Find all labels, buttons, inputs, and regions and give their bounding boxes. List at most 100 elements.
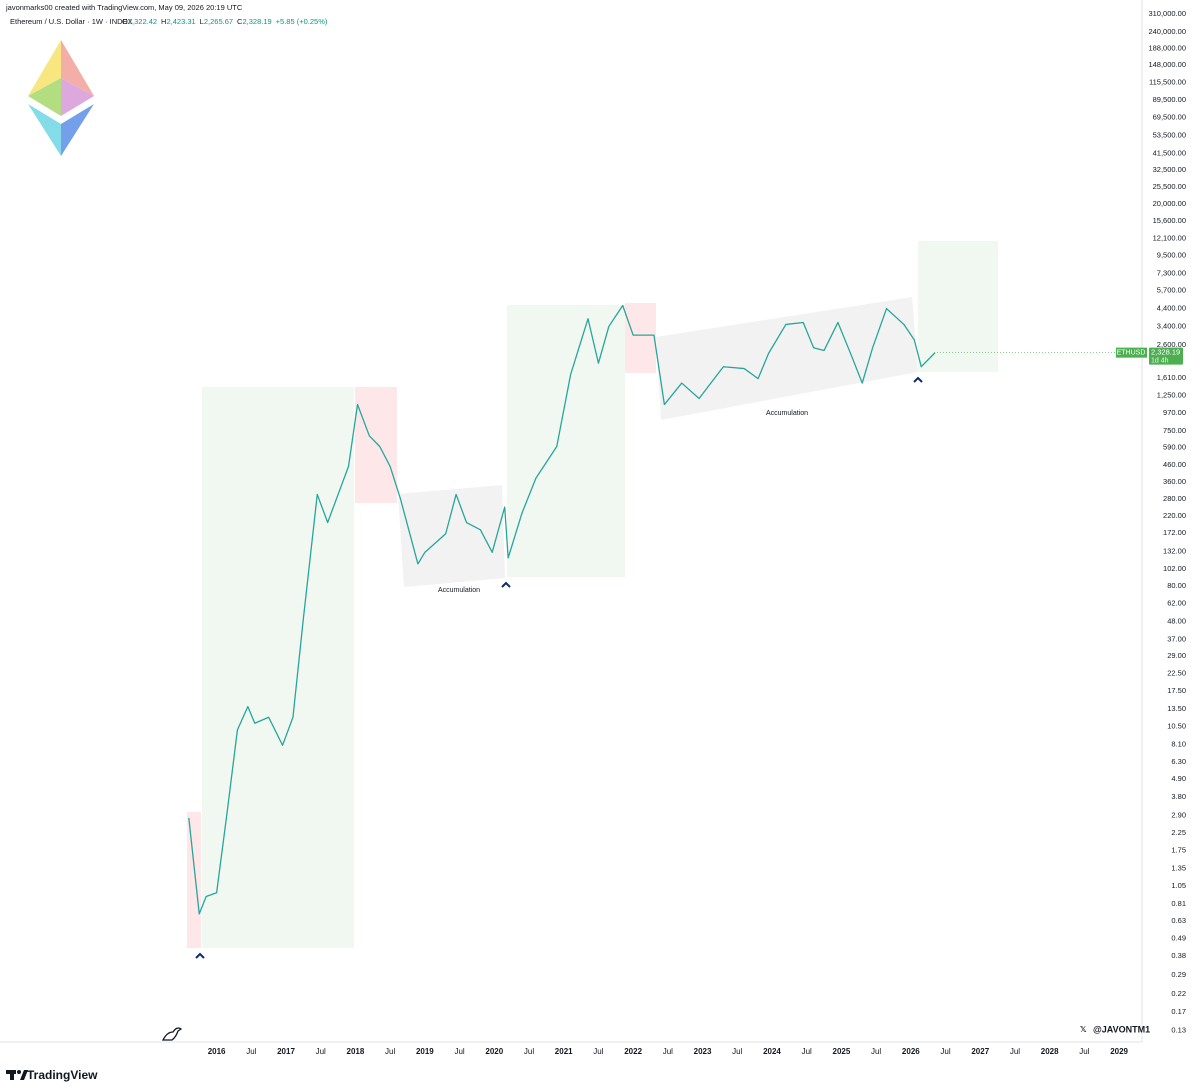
y-tick-label: 37.00 [1167, 634, 1186, 643]
y-tick-label: 17.50 [1167, 686, 1186, 695]
accumulation-zone [398, 485, 505, 587]
credit: javonmarks00 created with TradingView.co… [5, 3, 243, 12]
x-tick-label: Jul [663, 1047, 673, 1056]
red-zone [355, 387, 397, 503]
x-tick-label: 2024 [763, 1047, 781, 1056]
symbol-box [1116, 347, 1147, 358]
y-tick-label: 2,600.00 [1157, 340, 1186, 349]
y-tick-label: 13.50 [1167, 704, 1186, 713]
y-tick-label: 3.80 [1171, 792, 1186, 801]
y-tick-label: 590.00 [1163, 443, 1186, 452]
y-tick-label: 1.05 [1171, 881, 1186, 890]
y-tick-label: 1.75 [1171, 845, 1186, 854]
y-tick-label: 750.00 [1163, 426, 1186, 435]
y-tick-label: 148,000.00 [1148, 60, 1186, 69]
y-tick-label: 3,400.00 [1157, 321, 1186, 330]
y-tick-label: 0.17 [1171, 1007, 1186, 1016]
y-tick-label: 0.22 [1171, 989, 1186, 998]
watermark: @JAVONTM1 [1093, 1024, 1150, 1034]
y-tick-label: 460.00 [1163, 460, 1186, 469]
ohlc-key: L [200, 17, 204, 26]
chevron [913, 376, 923, 383]
y-tick-label: 9,500.00 [1157, 250, 1186, 259]
x-tick-label: 2022 [624, 1047, 642, 1056]
logo-part [61, 40, 94, 96]
y-tick-label: 32,500.00 [1153, 165, 1186, 174]
x-tick-label: Jul [316, 1047, 326, 1056]
brand-mark [10, 1070, 14, 1080]
ohlc-value: 2,423.31 [166, 17, 195, 26]
y-tick-label: 48.00 [1167, 616, 1186, 625]
x-tick-label: 2029 [1110, 1047, 1128, 1056]
y-tick-label: 240,000.00 [1148, 27, 1186, 36]
x-tick-label: Jul [524, 1047, 534, 1056]
x-tick-label: Jul [246, 1047, 256, 1056]
brand-mark [20, 1070, 28, 1080]
y-tick-label: 0.13 [1171, 1025, 1186, 1034]
x-tick-label: 2028 [1041, 1047, 1059, 1056]
y-tick-label: 89,500.00 [1153, 95, 1186, 104]
x-tick-label: 2018 [347, 1047, 365, 1056]
y-tick-label: 4,400.00 [1157, 304, 1186, 313]
accumulation-zone [656, 297, 918, 420]
x-tick-label: 2016 [208, 1047, 226, 1056]
x-tick-label: 2019 [416, 1047, 434, 1056]
symbol-label: ETHUSD [1117, 349, 1146, 356]
x-tick-label: 2017 [277, 1047, 295, 1056]
red-zone [625, 303, 656, 373]
x-tick-label: Jul [802, 1047, 812, 1056]
x-tick-label: Jul [940, 1047, 950, 1056]
logo-part [28, 40, 61, 96]
brand-logo [6, 1070, 28, 1080]
logo-part [61, 78, 94, 116]
y-tick-label: 360.00 [1163, 477, 1186, 486]
y-tick-label: 115,500.00 [1149, 77, 1186, 86]
ohlc-values: O2,322.42 H2,423.31 L2,265.67 C2,328.19 +5.8… [122, 17, 328, 26]
red-zone [187, 812, 201, 948]
price-line [188, 304, 936, 915]
ohlc-value: 2,265.67 [204, 17, 233, 26]
ohlc-legend: O2,322.42 H2,423.31 L2,265.67 C2,328.19 +5.8… [122, 17, 328, 26]
countdown-label: 1d 4h [1151, 357, 1169, 364]
ohlc-value: 2,322.42 [128, 17, 157, 26]
x-tick-label: Jul [454, 1047, 464, 1056]
x-tick-label: 2021 [555, 1047, 573, 1056]
y-tick-label: 0.63 [1171, 916, 1186, 925]
y-tick-label: 8.10 [1171, 739, 1186, 748]
x-tick-label: 2020 [485, 1047, 503, 1056]
ohlc-value: 2,328.19 [242, 17, 271, 26]
dino-icon [161, 1027, 183, 1041]
y-tick-label: 1.35 [1171, 863, 1186, 872]
ohlc-key: C [237, 17, 243, 26]
y-tick-label: 0.29 [1171, 970, 1186, 979]
price-label: 2,328.19 [1151, 348, 1180, 357]
y-tick-label: 172.00 [1163, 528, 1186, 537]
y-tick-label: 1,250.00 [1157, 391, 1186, 400]
y-tick-label: 53,500.00 [1153, 131, 1186, 140]
chevron [195, 952, 205, 959]
logo-part [28, 104, 61, 156]
y-tick-label: 69,500.00 [1153, 113, 1186, 122]
x-tick-label: 2026 [902, 1047, 920, 1056]
y-tick-label: 22.50 [1167, 669, 1186, 678]
x-tick-label: 2023 [694, 1047, 712, 1056]
y-tick-label: 10.50 [1167, 721, 1186, 730]
ohlc-key: H [161, 17, 166, 26]
y-tick-label: 80.00 [1167, 581, 1186, 590]
price-box [1149, 347, 1183, 365]
ohlc-change: +5.85 (+0.25%) [276, 17, 328, 26]
y-tick-label: 2.25 [1171, 828, 1186, 837]
y-tick-label: 12,100.00 [1153, 234, 1186, 243]
x-tick-label: 2027 [971, 1047, 989, 1056]
y-tick-label: 7,300.00 [1157, 269, 1186, 278]
x-tick-label: Jul [732, 1047, 742, 1056]
brand-mark [17, 1070, 21, 1074]
y-tick-label: 6.30 [1171, 757, 1186, 766]
y-tick-label: 41,500.00 [1153, 148, 1186, 157]
low-markers [195, 376, 923, 959]
y-tick-label: 62.00 [1167, 599, 1186, 608]
brand: TradingView [27, 1068, 98, 1082]
y-tick-label: 0.81 [1171, 899, 1186, 908]
x-tick-label: 2025 [833, 1047, 851, 1056]
